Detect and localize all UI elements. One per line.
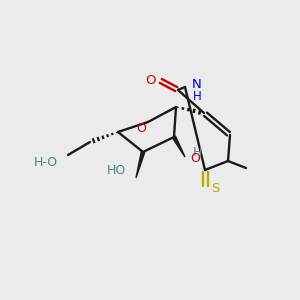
Text: H-O: H-O <box>34 157 58 169</box>
Text: H: H <box>192 146 202 158</box>
Text: N: N <box>192 79 202 92</box>
Text: H: H <box>193 89 201 103</box>
Text: S: S <box>211 182 219 194</box>
Text: HO: HO <box>107 164 126 176</box>
Polygon shape <box>136 152 145 178</box>
Text: O: O <box>136 122 146 134</box>
Text: O: O <box>145 74 155 86</box>
Text: O: O <box>190 152 200 166</box>
Polygon shape <box>172 136 185 157</box>
